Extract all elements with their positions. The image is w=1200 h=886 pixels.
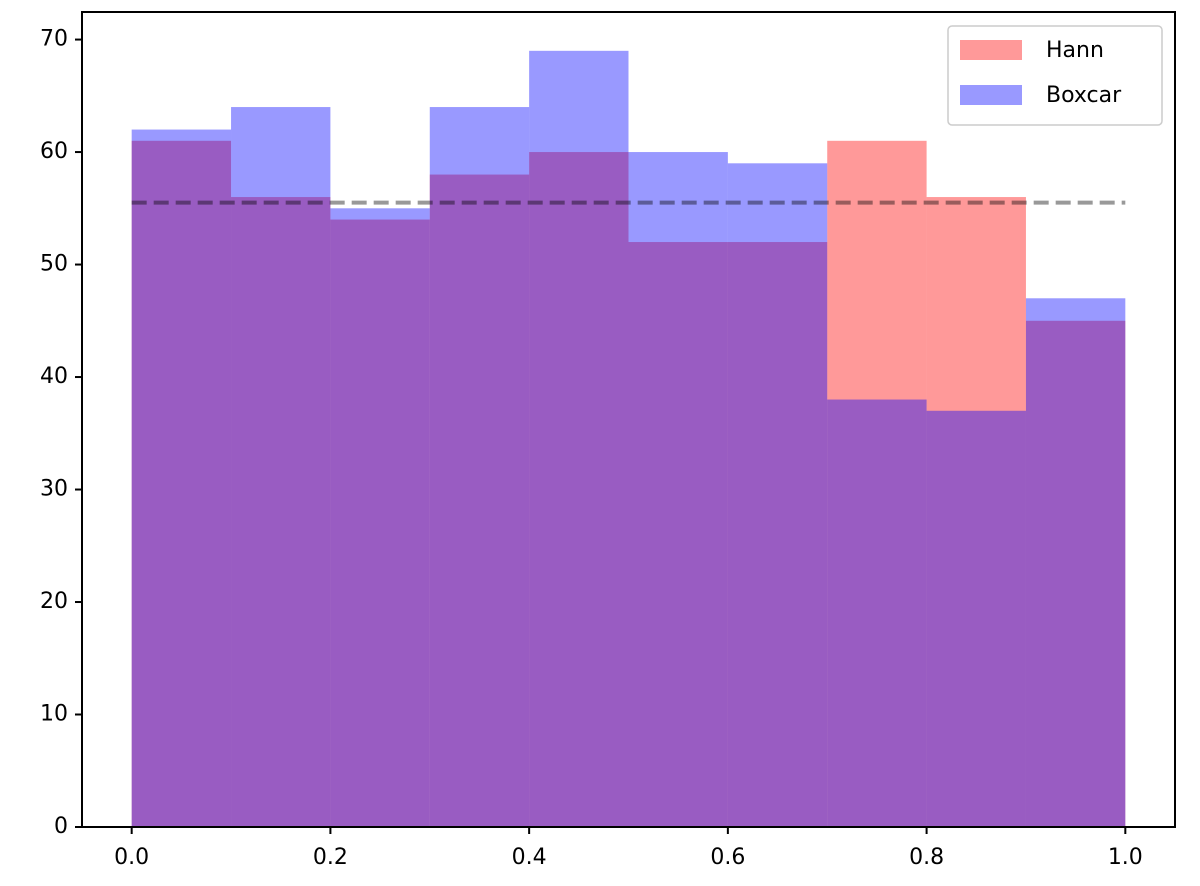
y-tick-label: 0 — [54, 814, 68, 839]
histogram-bar — [131, 140, 232, 828]
histogram-bar — [628, 152, 728, 827]
legend-label: Hann — [1046, 38, 1104, 63]
histogram-bar — [926, 197, 1026, 827]
x-tick-label: 0.2 — [313, 845, 348, 870]
legend-swatch — [960, 40, 1022, 60]
histogram-bar — [628, 242, 728, 827]
histogram-bar — [231, 107, 331, 827]
y-tick-label: 50 — [40, 252, 68, 277]
axes-frame — [81, 11, 1176, 828]
y-tick-label: 30 — [40, 477, 68, 502]
y-tick-label: 60 — [40, 139, 68, 164]
y-tick-label: 20 — [40, 589, 68, 614]
legend-label: Boxcar — [1046, 83, 1122, 108]
x-tick-label: 1.0 — [1108, 845, 1143, 870]
histogram-bar — [1025, 320, 1126, 827]
x-tick-label: 0.0 — [114, 845, 149, 870]
y-tick-label: 40 — [40, 364, 68, 389]
histogram-bar — [330, 208, 430, 828]
legend-frame — [947, 25, 1163, 126]
histogram-bar — [231, 197, 331, 827]
legend: Hann Boxcar — [947, 25, 1163, 126]
histogram-bar — [926, 410, 1026, 827]
histogram-bar — [429, 174, 530, 827]
x-tick-label: 0.4 — [512, 845, 547, 870]
histogram-bar — [1025, 298, 1126, 828]
histogram-bar — [330, 219, 430, 828]
histogram-bar — [529, 152, 629, 827]
x-tick-label: 0.6 — [710, 845, 745, 870]
histogram-bar — [429, 107, 530, 827]
x-tick-label: 0.8 — [909, 845, 944, 870]
legend-swatch — [960, 85, 1022, 105]
histogram-bar — [529, 50, 629, 828]
y-tick-label: 70 — [40, 27, 68, 52]
y-tick-label: 10 — [40, 702, 68, 727]
histogram-bar — [727, 242, 828, 827]
histogram-bar — [827, 140, 927, 828]
histogram-bar — [131, 129, 232, 828]
histogram-bar — [827, 399, 927, 827]
histogram-bar — [727, 163, 828, 827]
